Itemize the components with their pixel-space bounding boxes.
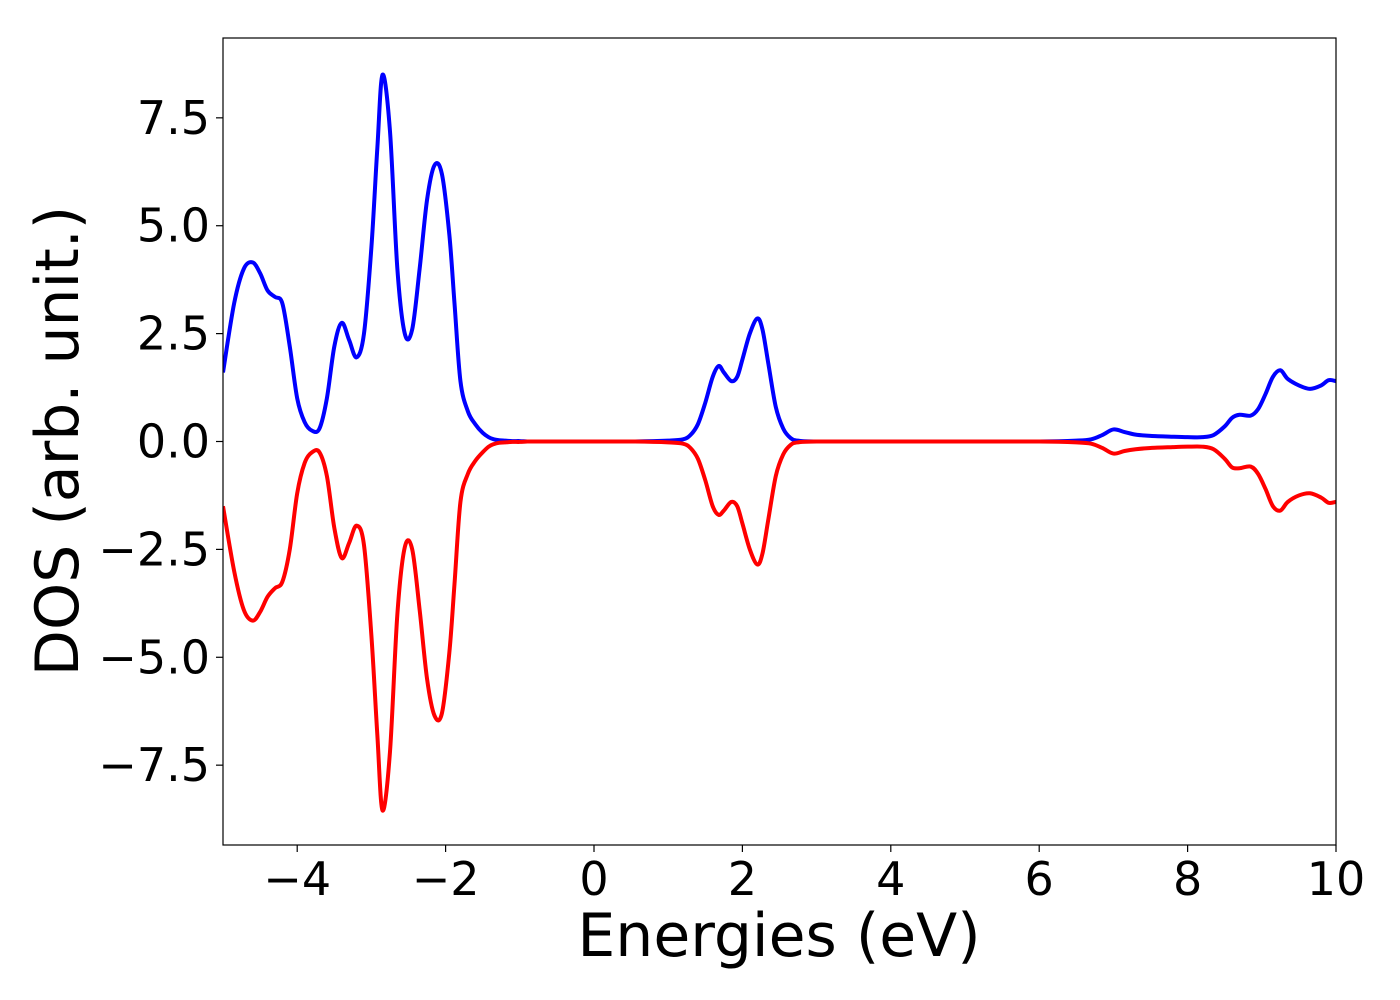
series-lines xyxy=(223,72,1336,813)
y-tick-label: 2.5 xyxy=(137,307,210,361)
x-tick-label: 10 xyxy=(1307,852,1366,906)
x-tick-label: 2 xyxy=(728,852,757,906)
x-tick-label: 8 xyxy=(1173,852,1202,906)
y-tick-label: 7.5 xyxy=(137,91,210,145)
x-tick-label: 0 xyxy=(579,852,608,906)
x-tick-label: −4 xyxy=(263,852,331,906)
x-tick-label: 6 xyxy=(1025,852,1054,906)
x-tick-label: 4 xyxy=(876,852,905,906)
plot-area xyxy=(222,37,1337,846)
y-tick-label: 0.0 xyxy=(137,415,210,469)
series-line-spin-up xyxy=(223,72,1336,444)
y-tick-label: 5.0 xyxy=(137,199,210,253)
series-line-spin-down xyxy=(223,439,1336,813)
y-axis-label: DOS (arb. unit.) xyxy=(23,206,93,676)
x-axis-label: Energies (eV) xyxy=(577,901,980,971)
y-axis-ticks: −7.5 −5.0 −2.5 0.0 2.5 5.0 7.5 xyxy=(98,91,223,792)
y-tick-label: −7.5 xyxy=(98,738,210,792)
y-tick-label: −5.0 xyxy=(98,630,210,684)
x-tick-label: −2 xyxy=(412,852,480,906)
y-tick-label: −2.5 xyxy=(98,522,210,576)
x-axis-ticks: −4 −2 0 2 4 6 8 10 xyxy=(263,845,1365,906)
